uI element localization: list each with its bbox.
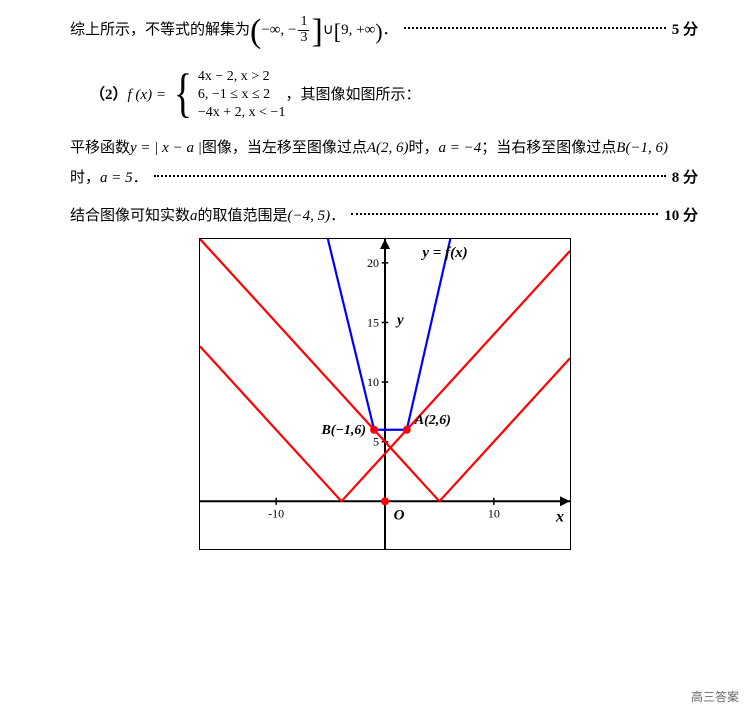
- l3-prefix: 平移函数: [70, 136, 130, 160]
- text-prefix: 综上所示，不等式的解集为: [70, 18, 250, 42]
- svg-text:-10: -10: [268, 506, 284, 520]
- piecewise-def: （2） f (x) = { 4x − 2, x > 2 6, −1 ≤ x ≤ …: [90, 68, 698, 123]
- a-eq-5: a = 5: [100, 166, 133, 190]
- l3-mid3: ；当右移至图像过点: [481, 136, 616, 160]
- item-number: （2）: [90, 83, 128, 107]
- score-5: 5 分: [672, 18, 698, 42]
- l3-expr: y = | x − a |: [130, 136, 202, 160]
- graph-container: -10 10 5 10 15 20 y = f(x) y x O A(2,6) B(−1,6): [199, 238, 569, 558]
- bracket-close: ]: [311, 17, 322, 48]
- period: ．: [383, 18, 398, 42]
- svg-text:O: O: [394, 507, 405, 523]
- piecewise-rows: 4x − 2, x > 2 6, −1 ≤ x ≤ 2 −4x + 2, x <…: [198, 68, 286, 123]
- l3-mid2: 时，: [409, 136, 439, 160]
- neg-inf: −∞, −: [261, 18, 296, 42]
- l3-mid1: 图像，当左移至图像过点: [202, 136, 367, 160]
- frac-den: 3: [298, 31, 309, 46]
- svg-text:20: 20: [367, 256, 379, 270]
- dot-leader-3: [351, 213, 658, 215]
- l4-tail: ．: [133, 166, 148, 190]
- svg-text:y = f(x): y = f(x): [420, 245, 467, 261]
- svg-text:5: 5: [373, 435, 379, 449]
- var-a: a: [190, 204, 198, 228]
- l5-mid: 的取值范围是: [198, 204, 288, 228]
- line-shift-explain: 平移函数 y = | x − a | 图像，当左移至图像过点 A(2, 6) 时…: [70, 136, 698, 160]
- score-10: 10 分: [664, 204, 698, 228]
- frac-num: 1: [298, 15, 309, 31]
- line-range: 结合图像可知实数 a 的取值范围是 (−4, 5) ． 10 分: [70, 204, 698, 228]
- range-text: (−4, 5): [288, 204, 331, 228]
- piece-row-1: 4x − 2, x > 2: [198, 68, 286, 86]
- piecewise-tail: ，其图像如图所示：: [285, 83, 420, 107]
- paren2-close: ): [375, 21, 382, 43]
- piecewise-brace: { 4x − 2, x > 2 6, −1 ≤ x ≤ 2 −4x + 2, x…: [170, 68, 286, 123]
- line-conclusion: 综上所示，不等式的解集为 ( −∞, − 1 3 ] ∪ [ 9, +∞ ) ．…: [70, 15, 698, 46]
- fx-label: f (x) =: [128, 83, 166, 107]
- score-8: 8 分: [672, 166, 698, 190]
- svg-text:15: 15: [367, 316, 379, 330]
- a-eq-neg4: a = −4: [439, 136, 482, 160]
- line-a-eq-5: 时， a = 5 ． 8 分: [70, 166, 698, 190]
- paren-open: (: [250, 17, 261, 48]
- page-root: 综上所示，不等式的解集为 ( −∞, − 1 3 ] ∪ [ 9, +∞ ) ．…: [0, 0, 748, 713]
- svg-text:A(2,6): A(2,6): [414, 413, 451, 428]
- brace-icon: {: [174, 68, 192, 123]
- function-graph: -10 10 5 10 15 20 y = f(x) y x O A(2,6) B(−1,6): [199, 238, 571, 550]
- piece-row-2: 6, −1 ≤ x ≤ 2: [198, 86, 286, 104]
- fraction-one-third: 1 3: [298, 15, 309, 45]
- point-B-text: B(−1, 6): [616, 136, 668, 160]
- dot-leader-2: [154, 175, 666, 177]
- svg-text:B(−1,6): B(−1,6): [320, 423, 366, 438]
- svg-text:y: y: [395, 313, 404, 329]
- piece-row-3: −4x + 2, x < −1: [198, 104, 286, 122]
- svg-text:10: 10: [488, 506, 500, 520]
- l5-prefix: 结合图像可知实数: [70, 204, 190, 228]
- union: ∪: [323, 18, 334, 42]
- svg-text:10: 10: [367, 375, 379, 389]
- dot-leader: [404, 27, 666, 29]
- bracket2-open: [: [334, 21, 341, 43]
- point-A-text: A(2, 6): [367, 136, 409, 160]
- interval2: 9, +∞: [341, 18, 375, 42]
- footer-watermark: 高三答案: [688, 688, 742, 707]
- l4-prefix: 时，: [70, 166, 100, 190]
- svg-text:x: x: [555, 508, 564, 525]
- l5-tail: ．: [330, 204, 345, 228]
